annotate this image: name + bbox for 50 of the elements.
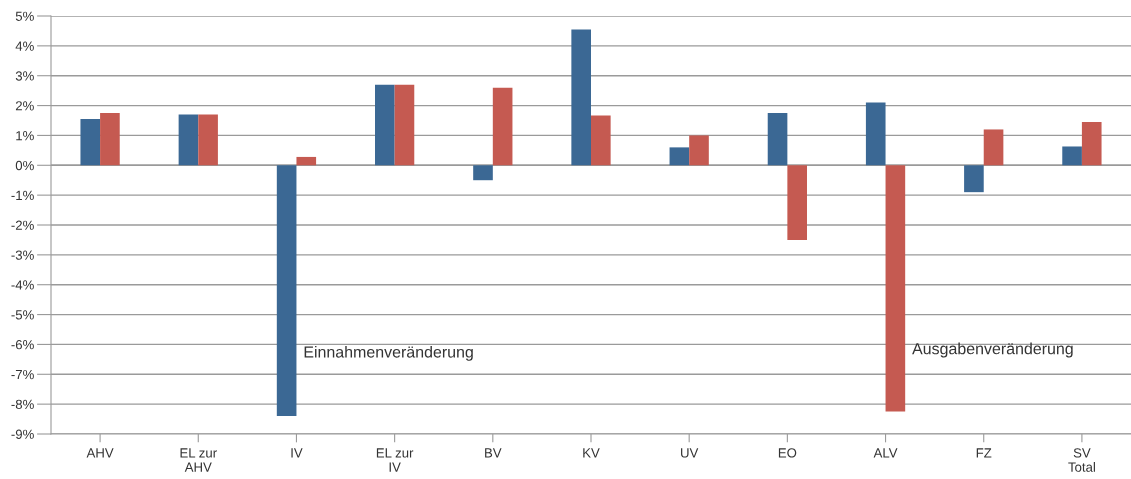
- y-tick-label: -6%: [11, 340, 34, 350]
- bar: [178, 114, 199, 166]
- bar: [276, 165, 297, 417]
- x-tick-label: EO: [778, 448, 797, 458]
- x-tick-label: ALV: [873, 448, 898, 458]
- bar: [983, 129, 1004, 166]
- bar: [885, 165, 906, 412]
- x-tick-label: IV: [291, 448, 303, 458]
- x-tick-label: SV Total: [1068, 448, 1095, 472]
- bar: [492, 87, 513, 166]
- x-tick-label: BV: [485, 448, 502, 458]
- x-tick-label: UV: [681, 448, 699, 458]
- x-tick-label: FZ: [976, 448, 992, 458]
- y-tick-label: 2%: [15, 101, 34, 111]
- series-label: Ausgabenveränderung: [912, 342, 1073, 358]
- bar: [591, 115, 611, 166]
- bar: [571, 29, 591, 166]
- y-tick-label: 3%: [15, 71, 34, 81]
- bar: [669, 147, 690, 166]
- y-tick-label: -9%: [11, 429, 34, 439]
- bar: [80, 119, 101, 166]
- bar: [689, 135, 709, 166]
- bar: [1062, 146, 1082, 166]
- y-tick-label: -8%: [11, 399, 34, 410]
- bar: [375, 84, 395, 166]
- y-tick-label: 5%: [15, 11, 34, 21]
- bar: [767, 113, 788, 166]
- x-tick-label: EL zur AHV: [180, 448, 217, 472]
- series-label: Einnahmenveränderung: [304, 345, 473, 361]
- y-tick-label: -1%: [11, 190, 34, 200]
- y-tick-label: 4%: [15, 41, 34, 51]
- y-tick-label: -4%: [11, 280, 34, 290]
- bar: [1081, 121, 1102, 166]
- x-tick-label: KV: [583, 448, 600, 458]
- y-tick-label: -2%: [11, 220, 34, 230]
- bar: [296, 156, 317, 166]
- bar: [100, 113, 120, 166]
- bar: [198, 114, 218, 166]
- bar: [787, 165, 807, 240]
- y-tick-label: -3%: [11, 250, 34, 260]
- y-tick-label: -7%: [11, 369, 34, 380]
- y-tick-label: 1%: [16, 131, 34, 141]
- y-tick-label: 0%: [15, 160, 34, 171]
- x-tick-label: EL zur IV: [376, 448, 414, 472]
- bar: [865, 102, 886, 166]
- bar: [964, 165, 984, 193]
- x-tick-label: AHV: [86, 448, 114, 458]
- bar: [394, 84, 415, 166]
- y-tick-label: -5%: [11, 310, 34, 320]
- bar: [473, 165, 493, 181]
